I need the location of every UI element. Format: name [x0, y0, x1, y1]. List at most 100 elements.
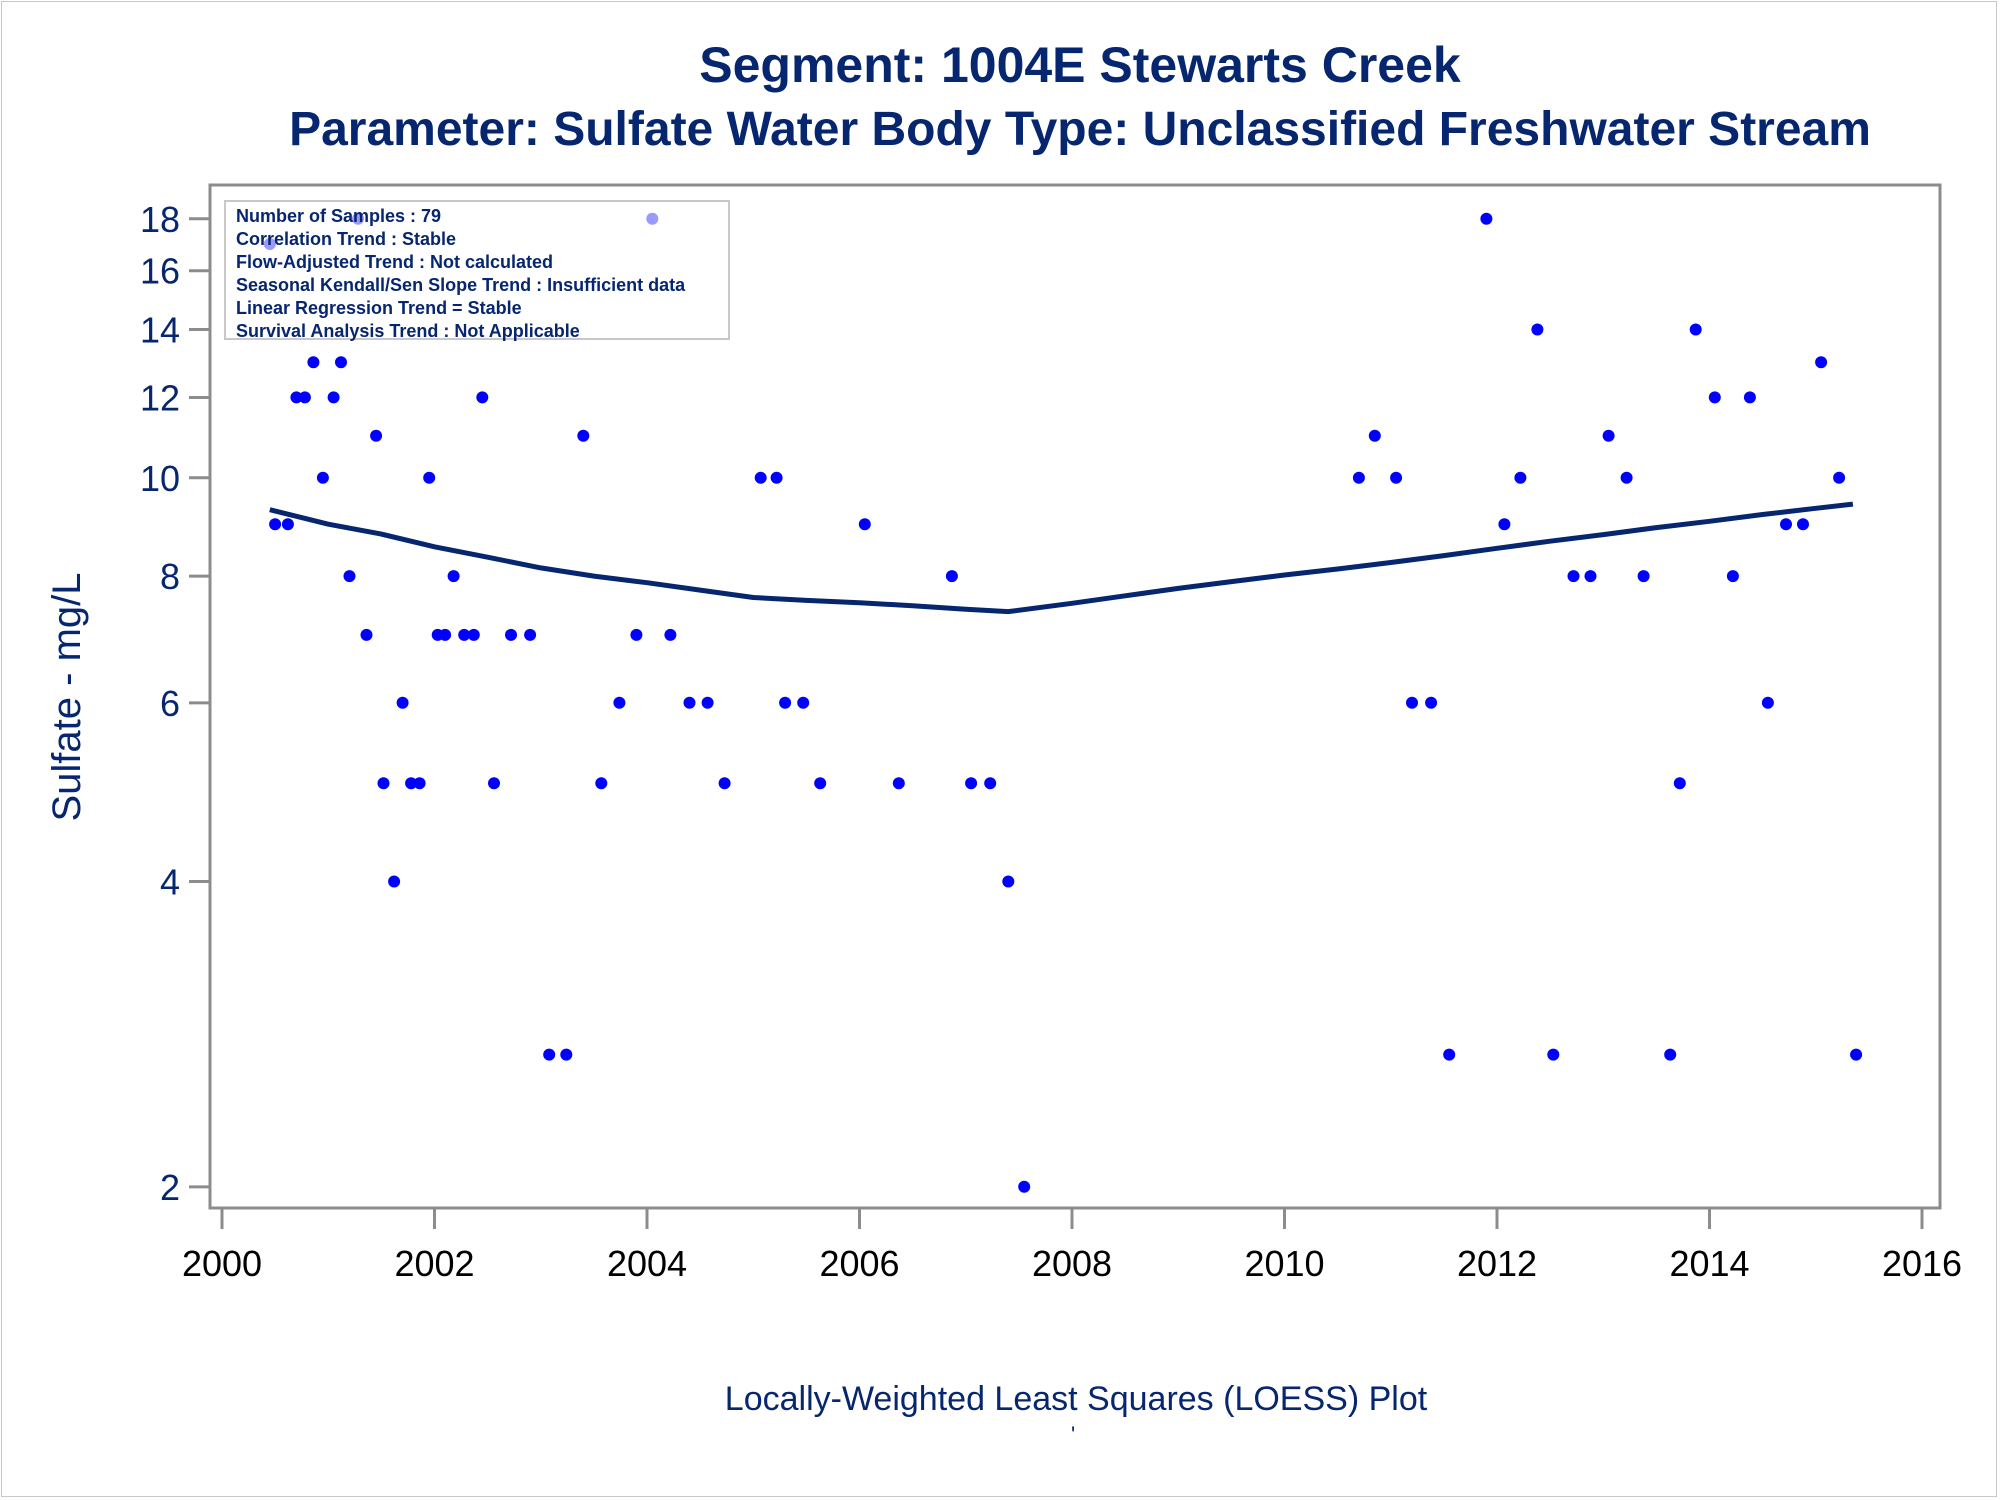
sample-point — [630, 628, 643, 641]
sample-point — [413, 777, 426, 790]
sample-point — [298, 391, 311, 404]
x-tick-label: 2008 — [1032, 1243, 1112, 1284]
y-axis: 2 4 6 8 10 12 14 16 18 — [140, 199, 210, 1208]
sample-point — [1780, 518, 1792, 531]
sample-point — [770, 471, 783, 484]
sample-point — [754, 471, 767, 484]
y-tick-label: 6 — [160, 683, 180, 724]
sample-point — [1797, 518, 1809, 531]
sample-point — [1018, 1180, 1031, 1193]
sample-point — [1673, 777, 1686, 790]
trend-statistics-box: Number of Samples : 79 Correlation Trend… — [224, 200, 730, 341]
sample-point — [613, 696, 626, 709]
sample-point — [1726, 570, 1739, 583]
sample-point — [1584, 570, 1597, 583]
sample-point — [377, 777, 390, 790]
sample-point — [1620, 471, 1633, 484]
sample-point — [458, 628, 471, 641]
sample-point — [1498, 518, 1511, 531]
sample-point — [476, 391, 489, 404]
sample-point — [1833, 471, 1846, 484]
stat-number-of-samples: Number of Samples : 79 — [236, 206, 442, 226]
sample-point — [1743, 391, 1756, 404]
sample-point — [858, 518, 871, 531]
sample-point — [965, 777, 978, 790]
x-tick-label: 2002 — [394, 1243, 474, 1284]
sample-point — [1406, 696, 1418, 709]
sample-point — [797, 696, 810, 709]
sample-point — [1761, 696, 1774, 709]
sample-point — [307, 356, 320, 369]
sample-point — [439, 628, 452, 641]
sample-point — [945, 570, 958, 583]
sample-point — [1664, 1048, 1677, 1061]
stat-flow-adjusted-trend: Flow-Adjusted Trend : Not calculated — [236, 252, 554, 272]
x-axis: 2000 2002 2004 2006 2008 2010 2012 2014 2016 — [182, 1208, 1962, 1284]
y-axis-label: Sulfate - mg/L — [45, 572, 89, 821]
stat-correlation-trend: Correlation Trend : Stable — [236, 229, 457, 249]
y-tick-label: 8 — [160, 556, 180, 597]
sample-point — [1480, 212, 1493, 225]
y-tick-label: 14 — [140, 310, 180, 351]
sample-point — [1002, 875, 1015, 888]
sample-point — [316, 471, 329, 484]
plot-area — [208, 183, 1942, 1210]
sample-point — [1443, 1048, 1456, 1061]
sample-point — [1368, 429, 1381, 442]
sample-point — [779, 696, 792, 709]
y-tick-label: 16 — [140, 251, 180, 292]
footnote-mark: ' — [1071, 1422, 1076, 1447]
sample-point — [1352, 471, 1365, 484]
x-tick-label: 2000 — [182, 1243, 262, 1284]
sample-point — [447, 570, 460, 583]
stat-linear-regression-trend: Linear Regression Trend = Stable — [236, 298, 522, 318]
plot-footnote: Locally-Weighted Least Squares (LOESS) P… — [724, 1380, 1428, 1418]
sample-point — [595, 777, 608, 790]
sample-point — [388, 875, 401, 888]
sample-point — [701, 696, 714, 709]
loess-series — [269, 501, 1854, 615]
sample-point — [1689, 323, 1702, 336]
sample-point — [335, 356, 347, 369]
x-tick-label: 2010 — [1244, 1243, 1324, 1284]
sample-point — [577, 429, 590, 442]
sample-point — [1637, 570, 1650, 583]
sample-point — [360, 628, 373, 641]
sample-point — [1602, 429, 1615, 442]
sample-point — [370, 429, 383, 442]
sample-point — [396, 696, 409, 709]
sample-point — [1531, 323, 1544, 336]
sample-point — [505, 628, 517, 641]
y-tick-label: 4 — [160, 861, 180, 902]
sample-point — [343, 570, 356, 583]
chart-subtitle: Parameter: Sulfate Water Body Type: Uncl… — [289, 103, 1871, 156]
sample-point — [664, 628, 677, 641]
sample-point — [892, 777, 905, 790]
x-tick-label: 2016 — [1882, 1243, 1962, 1284]
sample-point — [327, 391, 340, 404]
x-tick-label: 2004 — [607, 1243, 687, 1284]
sample-point — [423, 471, 436, 484]
sample-point — [543, 1048, 556, 1061]
x-tick-label: 2014 — [1669, 1243, 1749, 1284]
sample-point — [1567, 570, 1580, 583]
sample-point — [290, 391, 303, 404]
sample-points — [263, 212, 1863, 1193]
sample-point — [984, 777, 997, 790]
stat-survival-analysis-trend: Survival Analysis Trend : Not Applicable — [236, 321, 580, 341]
x-tick-label: 2012 — [1457, 1243, 1537, 1284]
sample-point — [718, 777, 731, 790]
sample-point — [524, 628, 537, 641]
sample-point — [405, 777, 418, 790]
sample-point — [1708, 391, 1721, 404]
y-tick-label: 18 — [140, 199, 180, 240]
sample-point — [560, 1048, 573, 1061]
sample-point — [488, 777, 500, 790]
sample-point — [1514, 471, 1527, 484]
y-tick-label: 2 — [160, 1167, 180, 1208]
loess-line — [269, 501, 1854, 615]
y-tick-label: 12 — [140, 377, 180, 418]
y-tick-label: 10 — [140, 458, 180, 499]
